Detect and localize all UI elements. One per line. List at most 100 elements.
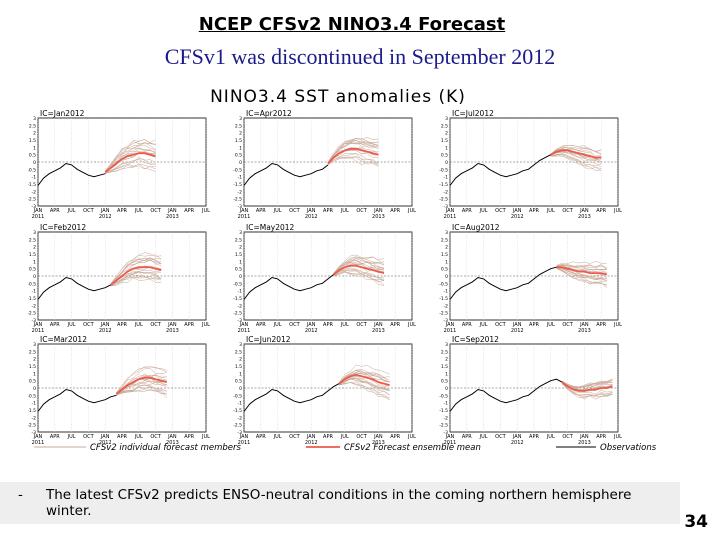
y-tick-label: 3 — [445, 342, 448, 348]
y-tick-label: -2 — [238, 303, 243, 309]
forecast-member-line — [339, 381, 390, 399]
x-tick-label: JAN — [239, 322, 249, 328]
y-tick-label: -3 — [238, 430, 243, 436]
x-year-label: 2011 — [32, 214, 45, 220]
x-tick-label: JUL — [407, 434, 416, 440]
x-year-label: 2013 — [578, 440, 591, 446]
forecast-member-line — [105, 139, 156, 172]
y-tick-label: 3 — [33, 230, 36, 236]
y-tick-label: 1.5 — [235, 138, 242, 144]
x-tick-label: OCT — [83, 434, 94, 440]
y-tick-label: -0.5 — [28, 393, 36, 399]
forecast-member-line — [333, 257, 385, 274]
y-tick-label: 0.5 — [441, 267, 448, 273]
y-tick-label: 1 — [239, 371, 242, 377]
x-tick-label: OCT — [495, 322, 506, 328]
x-tick-label: JUL — [273, 208, 282, 214]
y-tick-label: 1.5 — [441, 364, 448, 370]
y-tick-label: 0.5 — [29, 153, 36, 159]
x-tick-label: JAN — [167, 208, 177, 214]
observations-line — [243, 383, 340, 412]
forecast-member-line — [550, 148, 602, 157]
x-tick-label: JUL — [340, 434, 349, 440]
y-tick-label: 1.5 — [29, 138, 36, 144]
forecast-member-line — [327, 157, 379, 167]
y-tick-label: -1 — [444, 289, 449, 295]
y-tick-label: -1.5 — [439, 296, 448, 302]
x-tick-label: OCT — [356, 322, 367, 328]
x-tick-label: JAN — [579, 434, 589, 440]
y-tick-label: 2 — [33, 357, 36, 363]
y-tick-label: 1 — [445, 371, 448, 377]
y-tick-label: -1.5 — [28, 408, 36, 414]
x-tick-label: JUL — [546, 208, 555, 214]
chart-panel: IC=Jul2012 32.5 21.51 0.50-0.5 -1-1.5-2 -2.5-… — [439, 109, 622, 220]
ensemble-mean-line — [327, 147, 379, 165]
y-tick-label: 2.5 — [235, 237, 242, 243]
chart-panel: IC=Mar2012 32.5 21.51 0.50-0.5 -1-1.5-2 -2.5-… — [28, 335, 210, 446]
x-tick-label: JAN — [239, 434, 249, 440]
x-tick-label: APR — [323, 322, 333, 328]
forecast-member-line — [556, 267, 607, 281]
y-tick-label: -1.5 — [28, 182, 36, 188]
x-tick-label: APR — [462, 434, 472, 440]
x-tick-label: JAN — [239, 208, 249, 214]
x-tick-label: JUL — [201, 322, 210, 328]
observations-line — [37, 388, 117, 412]
y-tick-label: 2 — [239, 245, 242, 251]
forecast-member-line — [116, 367, 167, 394]
y-tick-label: -2 — [32, 189, 37, 195]
forecast-member-line — [556, 267, 607, 279]
y-tick-label: 2.5 — [235, 123, 242, 129]
x-tick-label: APR — [462, 208, 472, 214]
y-tick-label: 0 — [33, 386, 36, 392]
chart-panel: IC=Feb2012 32.5 21.51 0.50-0.5 -1-1.5-2 -2.5-… — [28, 223, 210, 334]
x-tick-label: APR — [529, 208, 539, 214]
x-year-label: 2012 — [305, 328, 318, 334]
chart-panel: IC=Aug2012 32.5 21.51 0.50-0.5 -1-1.5-2 -2.5-… — [439, 223, 622, 334]
x-year-label: 2011 — [32, 328, 45, 334]
y-tick-label: -1 — [444, 175, 449, 181]
y-tick-label: -1 — [32, 401, 37, 407]
y-tick-label: 2.5 — [235, 349, 242, 355]
x-tick-label: JUL — [67, 322, 76, 328]
forecast-member-line — [110, 276, 162, 286]
y-tick-label: 1 — [33, 259, 36, 265]
forecast-member-line — [110, 274, 162, 287]
x-tick-label: OCT — [495, 208, 506, 214]
forecast-member-line — [339, 372, 390, 384]
x-tick-label: JAN — [445, 434, 455, 440]
panel-label: IC=Mar2012 — [40, 335, 87, 344]
y-tick-label: 2 — [239, 131, 242, 137]
x-tick-label: JUL — [67, 208, 76, 214]
x-tick-label: APR — [256, 322, 266, 328]
x-tick-label: APR — [256, 434, 266, 440]
y-tick-label: -2.5 — [439, 197, 448, 203]
forecast-member-line — [561, 383, 613, 400]
observations-line — [243, 162, 329, 186]
x-tick-label: OCT — [356, 434, 367, 440]
x-tick-label: JAN — [100, 208, 110, 214]
forecast-member-line — [561, 379, 613, 388]
y-tick-label: 0 — [239, 386, 242, 392]
y-tick-label: -2 — [238, 189, 243, 195]
y-tick-label: 1.5 — [235, 252, 242, 258]
slide-title: NCEP CFSv2 NINO3.4 Forecast — [0, 14, 720, 35]
observations-line — [449, 266, 557, 300]
bullet-marker: - — [18, 487, 23, 503]
x-tick-label: JUL — [546, 434, 555, 440]
y-tick-label: -1.5 — [233, 182, 242, 188]
y-tick-label: 3 — [239, 230, 242, 236]
y-tick-label: 2.5 — [29, 123, 36, 129]
forecast-member-line — [327, 150, 379, 164]
forecast-member-line — [110, 257, 162, 285]
y-tick-label: -0.5 — [439, 393, 448, 399]
x-tick-label: JAN — [512, 322, 522, 328]
y-tick-label: -2 — [444, 303, 449, 309]
y-tick-label: -3 — [444, 318, 449, 324]
panel-label: IC=Jan2012 — [40, 109, 85, 118]
x-tick-label: APR — [323, 208, 333, 214]
x-tick-label: JAN — [33, 322, 43, 328]
y-tick-label: 2 — [33, 245, 36, 251]
x-tick-label: JUL — [407, 322, 416, 328]
